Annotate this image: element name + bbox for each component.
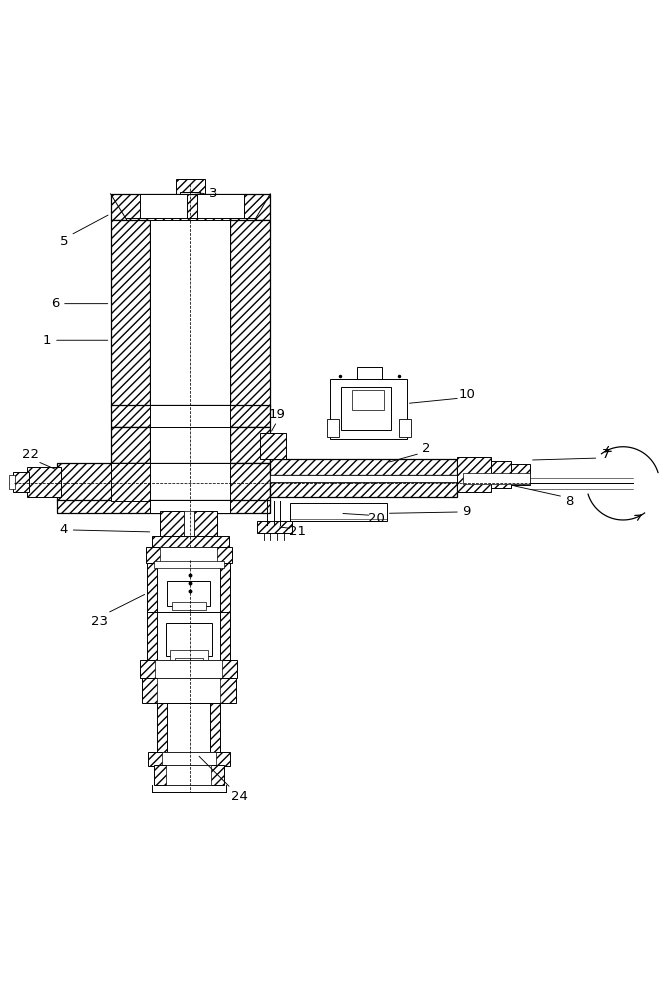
Bar: [270, 482, 457, 497]
Bar: [161, 547, 217, 563]
Bar: [154, 561, 223, 568]
Text: 10: 10: [458, 388, 475, 401]
Text: 19: 19: [269, 408, 285, 421]
Bar: [149, 752, 229, 766]
Text: 7: 7: [602, 448, 611, 461]
Bar: [193, 511, 217, 537]
Bar: [209, 703, 219, 753]
Bar: [126, 218, 255, 230]
Bar: [162, 752, 216, 766]
Polygon shape: [111, 463, 151, 501]
Text: 9: 9: [462, 505, 471, 518]
Bar: [330, 379, 407, 439]
Bar: [141, 660, 237, 678]
Bar: [327, 419, 339, 437]
Bar: [147, 612, 157, 660]
Bar: [357, 367, 382, 379]
Bar: [13, 472, 29, 492]
Text: 3: 3: [209, 187, 218, 200]
Text: 23: 23: [91, 615, 107, 628]
Text: 22: 22: [22, 448, 39, 461]
Text: 6: 6: [51, 297, 59, 310]
Bar: [166, 765, 211, 785]
Bar: [352, 390, 384, 410]
Bar: [457, 457, 492, 492]
Text: 21: 21: [289, 525, 306, 538]
Bar: [111, 220, 151, 407]
Bar: [342, 387, 392, 430]
Text: 8: 8: [566, 495, 574, 508]
Text: 4: 4: [60, 523, 68, 536]
Bar: [151, 463, 230, 501]
Bar: [161, 511, 183, 537]
Bar: [9, 475, 15, 489]
Bar: [270, 459, 457, 475]
Bar: [157, 678, 220, 703]
Bar: [155, 612, 221, 660]
Bar: [167, 581, 210, 606]
Bar: [257, 521, 291, 533]
Bar: [151, 500, 230, 513]
Bar: [27, 467, 61, 497]
Bar: [142, 678, 236, 703]
Text: 1: 1: [43, 334, 51, 347]
Bar: [111, 194, 270, 220]
Bar: [147, 563, 157, 613]
Bar: [220, 563, 230, 613]
Text: 20: 20: [368, 512, 386, 525]
Bar: [111, 427, 151, 463]
Bar: [151, 220, 230, 407]
Bar: [166, 623, 212, 656]
Bar: [111, 405, 270, 427]
Bar: [57, 500, 270, 513]
Text: 24: 24: [231, 790, 247, 803]
Bar: [511, 464, 530, 485]
Bar: [220, 612, 230, 660]
Bar: [146, 547, 232, 563]
Bar: [155, 563, 221, 613]
Bar: [154, 765, 223, 785]
Bar: [141, 194, 187, 220]
Bar: [399, 419, 411, 437]
Bar: [492, 461, 511, 488]
Bar: [151, 405, 230, 427]
Text: 5: 5: [59, 235, 68, 248]
Bar: [290, 503, 387, 521]
Text: 2: 2: [422, 442, 431, 455]
Bar: [171, 650, 207, 660]
Bar: [270, 475, 457, 482]
Bar: [464, 473, 530, 484]
Bar: [153, 536, 229, 547]
Bar: [230, 220, 270, 407]
Bar: [173, 602, 205, 610]
Bar: [151, 427, 230, 463]
Bar: [175, 658, 203, 668]
Bar: [180, 192, 200, 200]
Bar: [183, 511, 193, 537]
Bar: [230, 427, 270, 463]
Bar: [157, 703, 167, 753]
Bar: [197, 194, 243, 220]
Bar: [166, 703, 211, 753]
Bar: [175, 179, 205, 194]
Bar: [155, 660, 221, 678]
Bar: [260, 433, 285, 459]
Bar: [57, 463, 270, 501]
